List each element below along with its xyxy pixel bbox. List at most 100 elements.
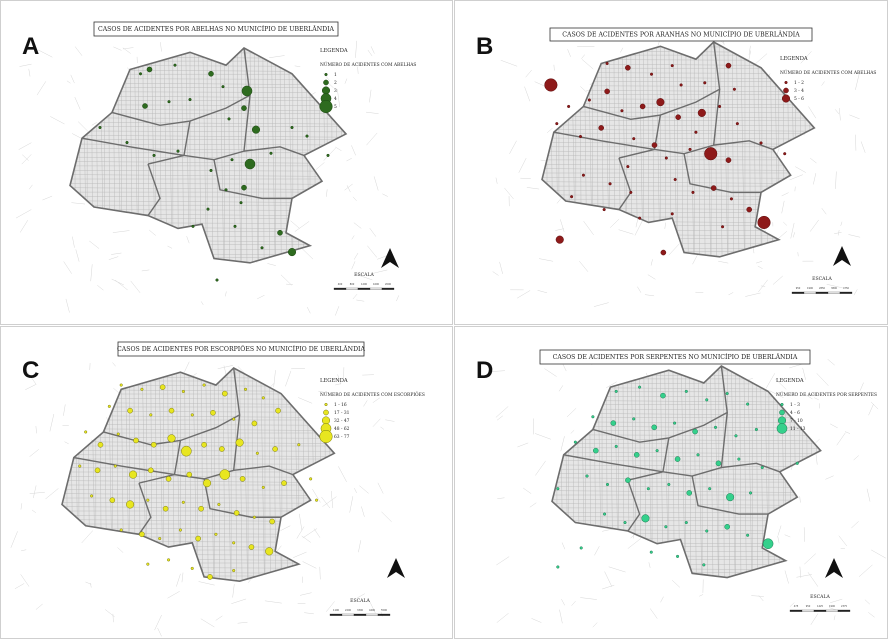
street-line bbox=[790, 222, 795, 239]
street-line bbox=[159, 48, 162, 263]
street-line bbox=[754, 53, 768, 65]
street-line bbox=[593, 302, 609, 307]
scale-segment bbox=[333, 287, 347, 290]
street-line bbox=[225, 291, 227, 297]
street-line bbox=[370, 46, 375, 54]
street-line bbox=[19, 63, 32, 67]
accident-point bbox=[269, 518, 275, 525]
street-line bbox=[254, 48, 259, 263]
street-line bbox=[269, 368, 271, 582]
street-line bbox=[535, 460, 546, 476]
street-line bbox=[85, 581, 92, 585]
street-line bbox=[825, 475, 834, 480]
map-panel-spiders: B CASOS DE ACIDENTES POR ARANHAS NO MUNIC… bbox=[454, 0, 888, 325]
street-line bbox=[36, 81, 47, 96]
accident-point bbox=[248, 544, 255, 550]
street-line bbox=[748, 45, 751, 55]
accident-point bbox=[757, 215, 771, 230]
municipality-boundary bbox=[551, 365, 822, 579]
street-line bbox=[323, 147, 336, 161]
street-line bbox=[62, 606, 358, 607]
accident-point bbox=[150, 441, 157, 448]
street-line bbox=[753, 42, 757, 257]
street-line bbox=[70, 130, 346, 133]
legend-subtitle: NÚMERO DE ACIDENTES COM ABELHAS bbox=[320, 62, 416, 68]
panel-letter: D bbox=[476, 357, 493, 384]
accident-point bbox=[632, 137, 636, 141]
street-line bbox=[858, 564, 873, 577]
street-line bbox=[122, 47, 131, 54]
street-line bbox=[330, 490, 334, 509]
street-line bbox=[167, 245, 173, 249]
street-line bbox=[534, 433, 551, 440]
street-line bbox=[689, 42, 695, 257]
accident-point bbox=[638, 216, 642, 220]
legend-symbol bbox=[323, 409, 329, 416]
street-line bbox=[809, 219, 819, 232]
street-line bbox=[361, 506, 365, 517]
scale-tick-label: 5500 bbox=[381, 609, 388, 612]
legend-symbol bbox=[321, 416, 331, 425]
street-line bbox=[851, 521, 859, 529]
map-spiders-svg: B CASOS DE ACIDENTES POR ARANHAS NO MUNIC… bbox=[454, 0, 888, 325]
street-line bbox=[122, 47, 134, 50]
accident-point bbox=[181, 445, 192, 457]
street-line bbox=[62, 437, 335, 439]
street-line bbox=[181, 572, 184, 583]
scale-tick-label: 400 bbox=[338, 283, 343, 286]
street-line bbox=[604, 571, 613, 587]
accident-point bbox=[660, 249, 667, 256]
accident-point bbox=[126, 500, 135, 509]
street-line bbox=[125, 48, 128, 263]
sector-boundary bbox=[618, 148, 655, 159]
accident-point bbox=[570, 195, 574, 199]
street-line bbox=[353, 222, 362, 229]
street-line bbox=[714, 366, 720, 578]
street-line bbox=[185, 48, 191, 263]
accident-point bbox=[227, 117, 231, 121]
accident-point bbox=[181, 500, 185, 504]
accident-point bbox=[232, 568, 236, 573]
street-line bbox=[831, 366, 836, 624]
accident-point bbox=[732, 87, 736, 91]
street-line bbox=[747, 366, 753, 578]
north-arrow-icon bbox=[381, 248, 399, 268]
map-title-box bbox=[549, 27, 813, 42]
accident-point bbox=[261, 396, 265, 400]
street-line bbox=[188, 368, 193, 582]
street-line bbox=[555, 228, 564, 231]
street-line bbox=[312, 488, 321, 503]
street-line bbox=[803, 42, 808, 257]
accident-point bbox=[241, 184, 247, 191]
accident-point bbox=[605, 482, 610, 487]
street-line bbox=[583, 220, 594, 236]
street-line bbox=[706, 42, 712, 257]
accident-point bbox=[214, 532, 218, 536]
accident-point bbox=[233, 510, 240, 516]
legend-symbol bbox=[323, 79, 329, 86]
street-line bbox=[237, 621, 248, 624]
accident-point bbox=[670, 64, 674, 68]
sector-boundary bbox=[243, 146, 305, 157]
sector-boundary bbox=[103, 367, 241, 446]
legend-item-label: 11 - 13 bbox=[790, 427, 806, 432]
street-line bbox=[286, 283, 293, 285]
street-line bbox=[581, 59, 594, 70]
accident-point bbox=[176, 149, 180, 153]
street-line bbox=[157, 627, 162, 637]
street-line bbox=[108, 256, 119, 260]
street-line bbox=[176, 573, 181, 587]
street-line bbox=[699, 594, 704, 597]
street-line bbox=[232, 48, 237, 263]
street-line bbox=[381, 511, 392, 522]
street-line bbox=[222, 368, 226, 582]
street-line bbox=[756, 261, 763, 264]
sector-boundary bbox=[147, 163, 161, 216]
scale-tick-label: 475 bbox=[794, 605, 799, 608]
street-line bbox=[28, 68, 31, 77]
street-line bbox=[805, 394, 813, 400]
street-line bbox=[21, 154, 32, 165]
street-line bbox=[871, 549, 887, 559]
accident-point bbox=[702, 563, 706, 567]
street-line bbox=[706, 366, 709, 578]
